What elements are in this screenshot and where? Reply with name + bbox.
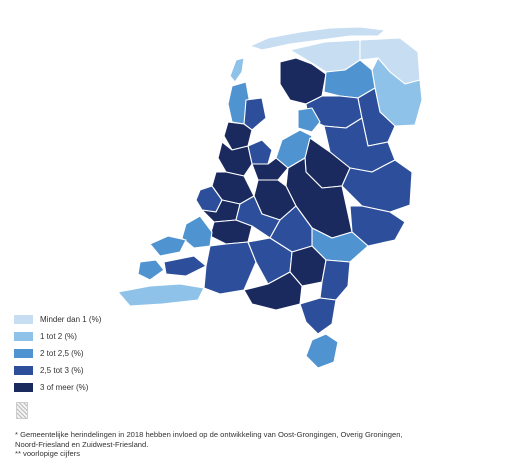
- footnote-line: ** voorlopige cijfers: [15, 449, 80, 458]
- region-texel[interactable]: [229, 57, 245, 83]
- region-zuid-beveland[interactable]: [163, 255, 207, 277]
- legend: Minder dan 1 (%) 1 tot 2 (%) 2 tot 2,5 (…: [14, 312, 101, 397]
- footnote-line: * Gemeentelijke herindelingen in 2018 he…: [15, 430, 403, 439]
- legend-swatch: [14, 332, 33, 341]
- region-twente[interactable]: [341, 159, 413, 213]
- legend-swatch: [14, 366, 33, 375]
- legend-swatch: [14, 349, 33, 358]
- legend-label: 1 tot 2 (%): [40, 332, 77, 341]
- footnote-line: Noord-Friesland en Zuidwest-Friesland.: [15, 439, 149, 449]
- legend-label: Minder dan 1 (%): [40, 315, 102, 324]
- legend-swatch: [14, 315, 33, 324]
- region-zuid-holland-islands[interactable]: [181, 215, 213, 249]
- region-haarlem[interactable]: [217, 141, 253, 177]
- region-zuidoost-brabant[interactable]: [243, 271, 303, 311]
- region-west-brabant[interactable]: [203, 241, 257, 295]
- hatch-pattern-icon: [16, 402, 28, 419]
- footnotes: * Gemeentelijke herindelingen in 2018 he…: [15, 430, 510, 459]
- region-noordoostpolder[interactable]: [297, 107, 321, 133]
- region-schouwen[interactable]: [149, 235, 187, 257]
- region-zeeuws-vlaanderen[interactable]: [117, 283, 205, 307]
- legend-label: 2 tot 2,5 (%): [40, 349, 84, 358]
- legend-label: 3 of meer (%): [40, 383, 89, 392]
- region-west-friesland[interactable]: [243, 97, 267, 131]
- region-walcheren[interactable]: [137, 259, 165, 281]
- legend-item: 3 of meer (%): [14, 380, 101, 395]
- legend-label: 2,5 tot 3 (%): [40, 366, 84, 375]
- legend-item: 1 tot 2 (%): [14, 329, 101, 344]
- region-zuid-limburg[interactable]: [305, 333, 339, 369]
- region-wadden-islands[interactable]: [249, 26, 386, 51]
- legend-item: 2,5 tot 3 (%): [14, 363, 101, 378]
- legend-swatch: [14, 383, 33, 392]
- legend-item: 2 tot 2,5 (%): [14, 346, 101, 361]
- region-midden-limburg[interactable]: [299, 297, 337, 335]
- legend-item: Minder dan 1 (%): [14, 312, 101, 327]
- region-noord-limburg[interactable]: [319, 259, 351, 301]
